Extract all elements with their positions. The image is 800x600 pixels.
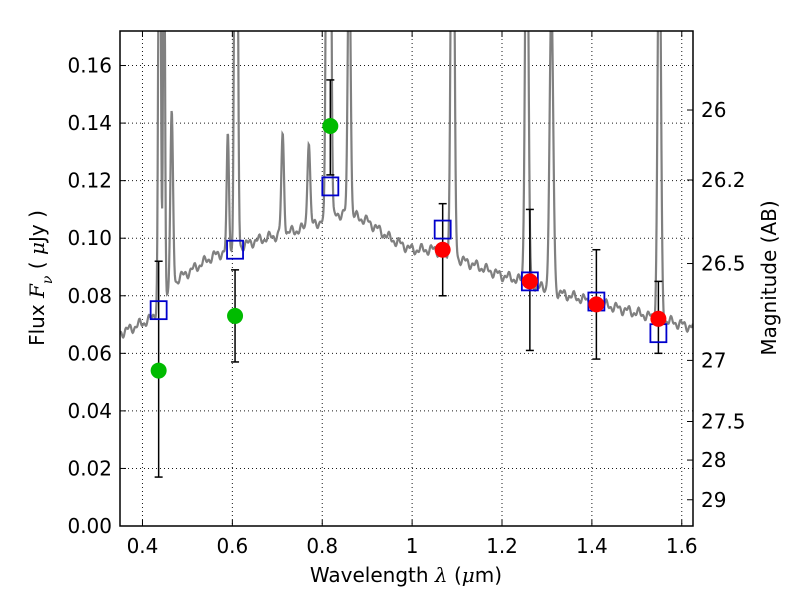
plot-area xyxy=(120,31,693,478)
y-tick-label: 0.10 xyxy=(67,226,112,250)
axes-ticks: 0.4 0.6 0.8 1 1.2 1.4 1.6 0.00 0.02 0.04 0.06 0.08 0… xyxy=(67,31,746,558)
green-point xyxy=(322,117,339,134)
y-axis-title: Flux Fν ( μJy ) xyxy=(25,210,56,346)
y-tick-label: 0.06 xyxy=(67,341,112,365)
x-tick-label: 1.2 xyxy=(486,534,518,558)
y2-axis-title: Magnitude (AB) xyxy=(757,200,781,355)
red-point xyxy=(434,241,451,258)
plot-frame xyxy=(119,30,694,527)
grid xyxy=(120,31,693,527)
x-axis-title: Wavelength λ (μm) xyxy=(310,563,502,587)
model-point xyxy=(321,176,340,197)
y-tick-label: 0.08 xyxy=(67,284,112,308)
y2-tick-label: 27 xyxy=(701,348,726,372)
model-point xyxy=(433,219,452,240)
y-tick-label: 0.00 xyxy=(67,514,112,538)
green-point xyxy=(227,307,244,324)
y-tick-label: 0.12 xyxy=(67,169,112,193)
y-tick-label: 0.16 xyxy=(67,54,112,78)
x-tick-label: 0.4 xyxy=(127,534,159,558)
x-tick-label: 1.6 xyxy=(666,534,698,558)
y2-tick-label: 26.2 xyxy=(701,168,746,192)
model-point xyxy=(226,239,244,260)
x-tick-label: 1 xyxy=(406,534,419,558)
red-point xyxy=(521,273,538,290)
y2-tick-label: 28 xyxy=(701,448,726,472)
model-point xyxy=(149,300,168,321)
red-point xyxy=(588,296,605,313)
x-tick-label: 1.4 xyxy=(576,534,608,558)
y2-tick-label: 26 xyxy=(701,98,726,122)
y2-tick-label: 29 xyxy=(701,488,726,512)
y-tick-label: 0.04 xyxy=(67,399,112,423)
y-tick-label: 0.02 xyxy=(67,456,112,480)
y2-tick-label: 26.5 xyxy=(701,252,746,276)
green-point xyxy=(150,362,167,379)
x-tick-label: 0.6 xyxy=(216,534,248,558)
x-tick-label: 0.8 xyxy=(306,534,338,558)
y2-tick-label: 27.5 xyxy=(701,410,746,434)
y-tick-label: 0.14 xyxy=(67,111,112,135)
red-point xyxy=(650,310,667,327)
